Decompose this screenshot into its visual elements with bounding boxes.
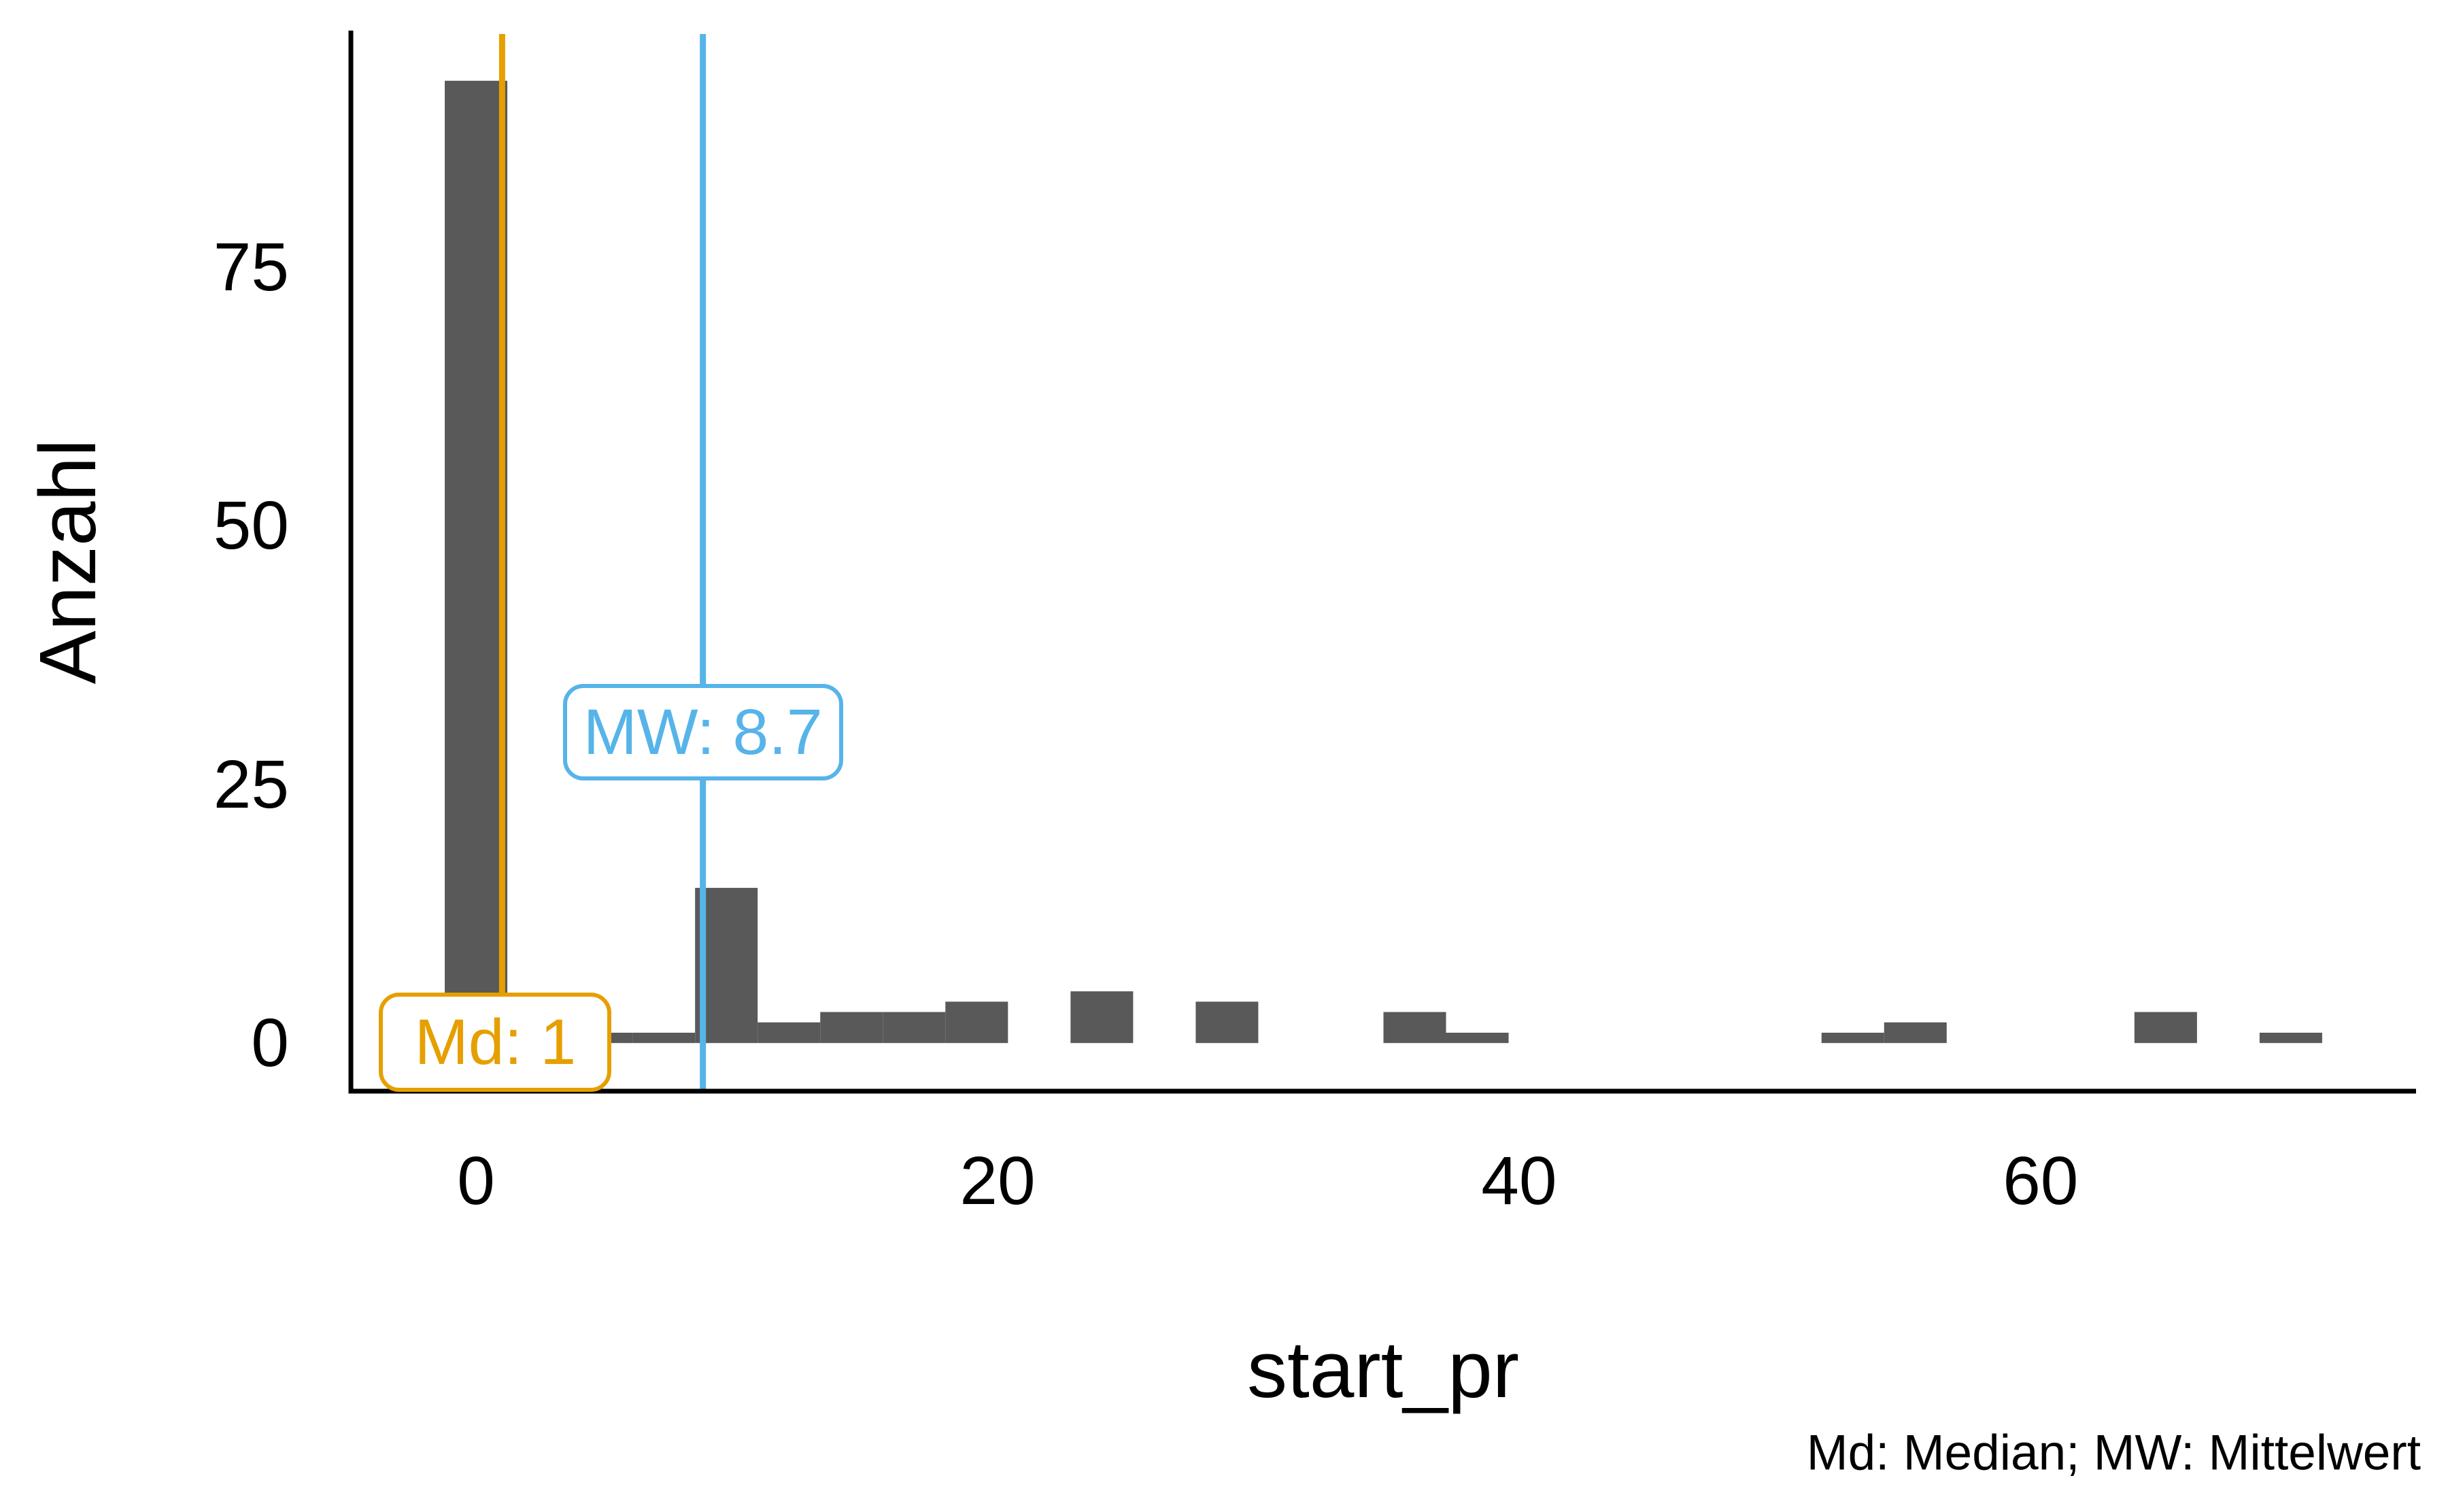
bars-group: [445, 80, 2322, 1044]
x-axis-title: start_pr: [1246, 1325, 1520, 1415]
histogram-bar: [445, 80, 508, 1044]
histogram-bar: [883, 1012, 946, 1044]
x-tick-label: 40: [1481, 1143, 1557, 1219]
histogram-bar: [1383, 1012, 1446, 1044]
y-axis-title: Anzahl: [23, 439, 113, 685]
y-tick-label: 0: [251, 1005, 289, 1082]
histogram-bar: [1195, 1001, 1259, 1044]
mean-label-box: MW: 8.7: [562, 684, 843, 780]
median-label-text: Md: 1: [414, 1006, 577, 1078]
x-tick-label: 0: [457, 1143, 495, 1219]
histogram-bar: [1446, 1033, 1509, 1044]
histogram-bar: [1884, 1022, 1947, 1044]
x-tick-label: 60: [2003, 1143, 2079, 1219]
y-tick-label: 75: [213, 228, 289, 305]
y-tick-label: 25: [213, 746, 289, 823]
y-tick-label: 50: [213, 487, 289, 564]
histogram-bar: [1070, 991, 1134, 1044]
histogram-bar: [1821, 1033, 1884, 1044]
histogram-bar: [2134, 1012, 2197, 1044]
histogram-bar: [632, 1033, 696, 1044]
caption: Md: Median; MW: Mittelwert: [1806, 1425, 2421, 1481]
median-label-box: Md: 1: [379, 993, 612, 1092]
mean-label-text: MW: 8.7: [583, 695, 823, 768]
histogram-bar: [758, 1022, 821, 1044]
histogram-bar: [2259, 1033, 2322, 1044]
histogram-bar: [945, 1001, 1008, 1044]
histogram-bar: [820, 1012, 883, 1044]
x-tick-label: 20: [959, 1143, 1036, 1219]
